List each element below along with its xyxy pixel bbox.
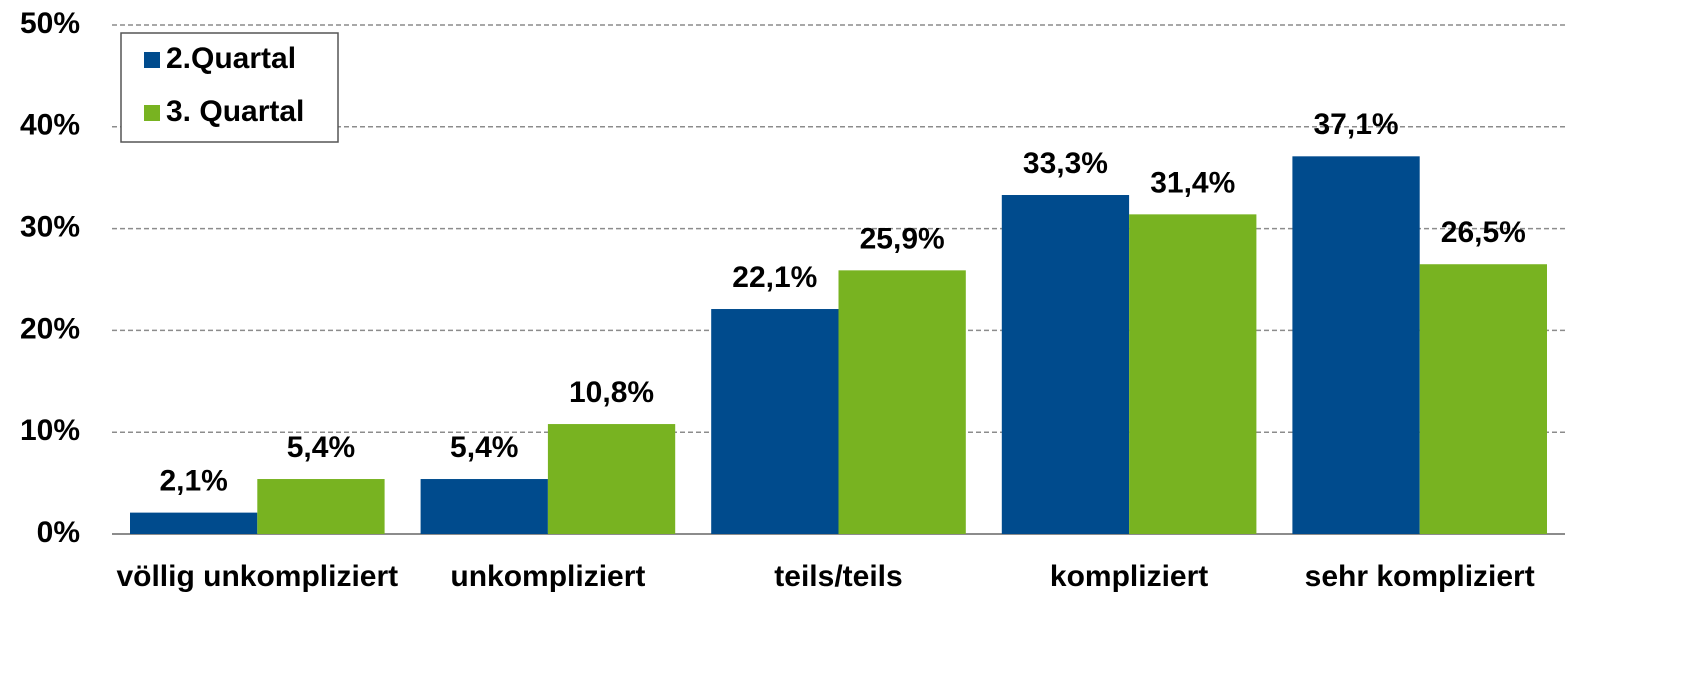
y-tick-label: 50%	[20, 7, 80, 40]
bar	[420, 479, 548, 534]
data-label: 5,4%	[450, 431, 518, 464]
x-tick-label: sehr kompliziert	[1305, 560, 1535, 593]
data-label: 37,1%	[1314, 108, 1399, 141]
data-label: 10,8%	[569, 376, 654, 409]
bar	[838, 270, 966, 534]
y-tick-label: 10%	[20, 414, 80, 447]
bar	[1129, 214, 1257, 534]
data-label: 2,1%	[159, 465, 227, 498]
bar	[711, 309, 839, 534]
x-tick-label: unkompliziert	[450, 560, 645, 593]
legend-swatch	[144, 52, 160, 68]
bar	[257, 479, 385, 534]
data-label: 22,1%	[732, 261, 817, 294]
data-label: 5,4%	[287, 431, 355, 464]
x-tick-label: teils/teils	[774, 560, 902, 593]
legend-label: 2.Quartal	[166, 42, 296, 75]
legend-swatch	[144, 105, 160, 121]
y-tick-label: 40%	[20, 109, 80, 142]
x-tick-label: völlig unkompliziert	[116, 560, 398, 593]
bar	[1419, 264, 1547, 534]
y-tick-label: 20%	[20, 312, 80, 345]
legend-box	[120, 32, 339, 143]
data-label: 25,9%	[860, 222, 945, 255]
bar	[1292, 156, 1420, 534]
bar	[1001, 195, 1130, 535]
data-label: 26,5%	[1441, 216, 1526, 249]
data-label: 31,4%	[1150, 166, 1235, 199]
x-tick-label: kompliziert	[1050, 560, 1208, 593]
bar	[130, 512, 258, 534]
y-tick-label: 0%	[37, 516, 80, 549]
y-tick-label: 30%	[20, 211, 80, 244]
bar	[547, 424, 676, 534]
data-label: 33,3%	[1023, 147, 1108, 180]
legend-label: 3. Quartal	[166, 95, 304, 128]
